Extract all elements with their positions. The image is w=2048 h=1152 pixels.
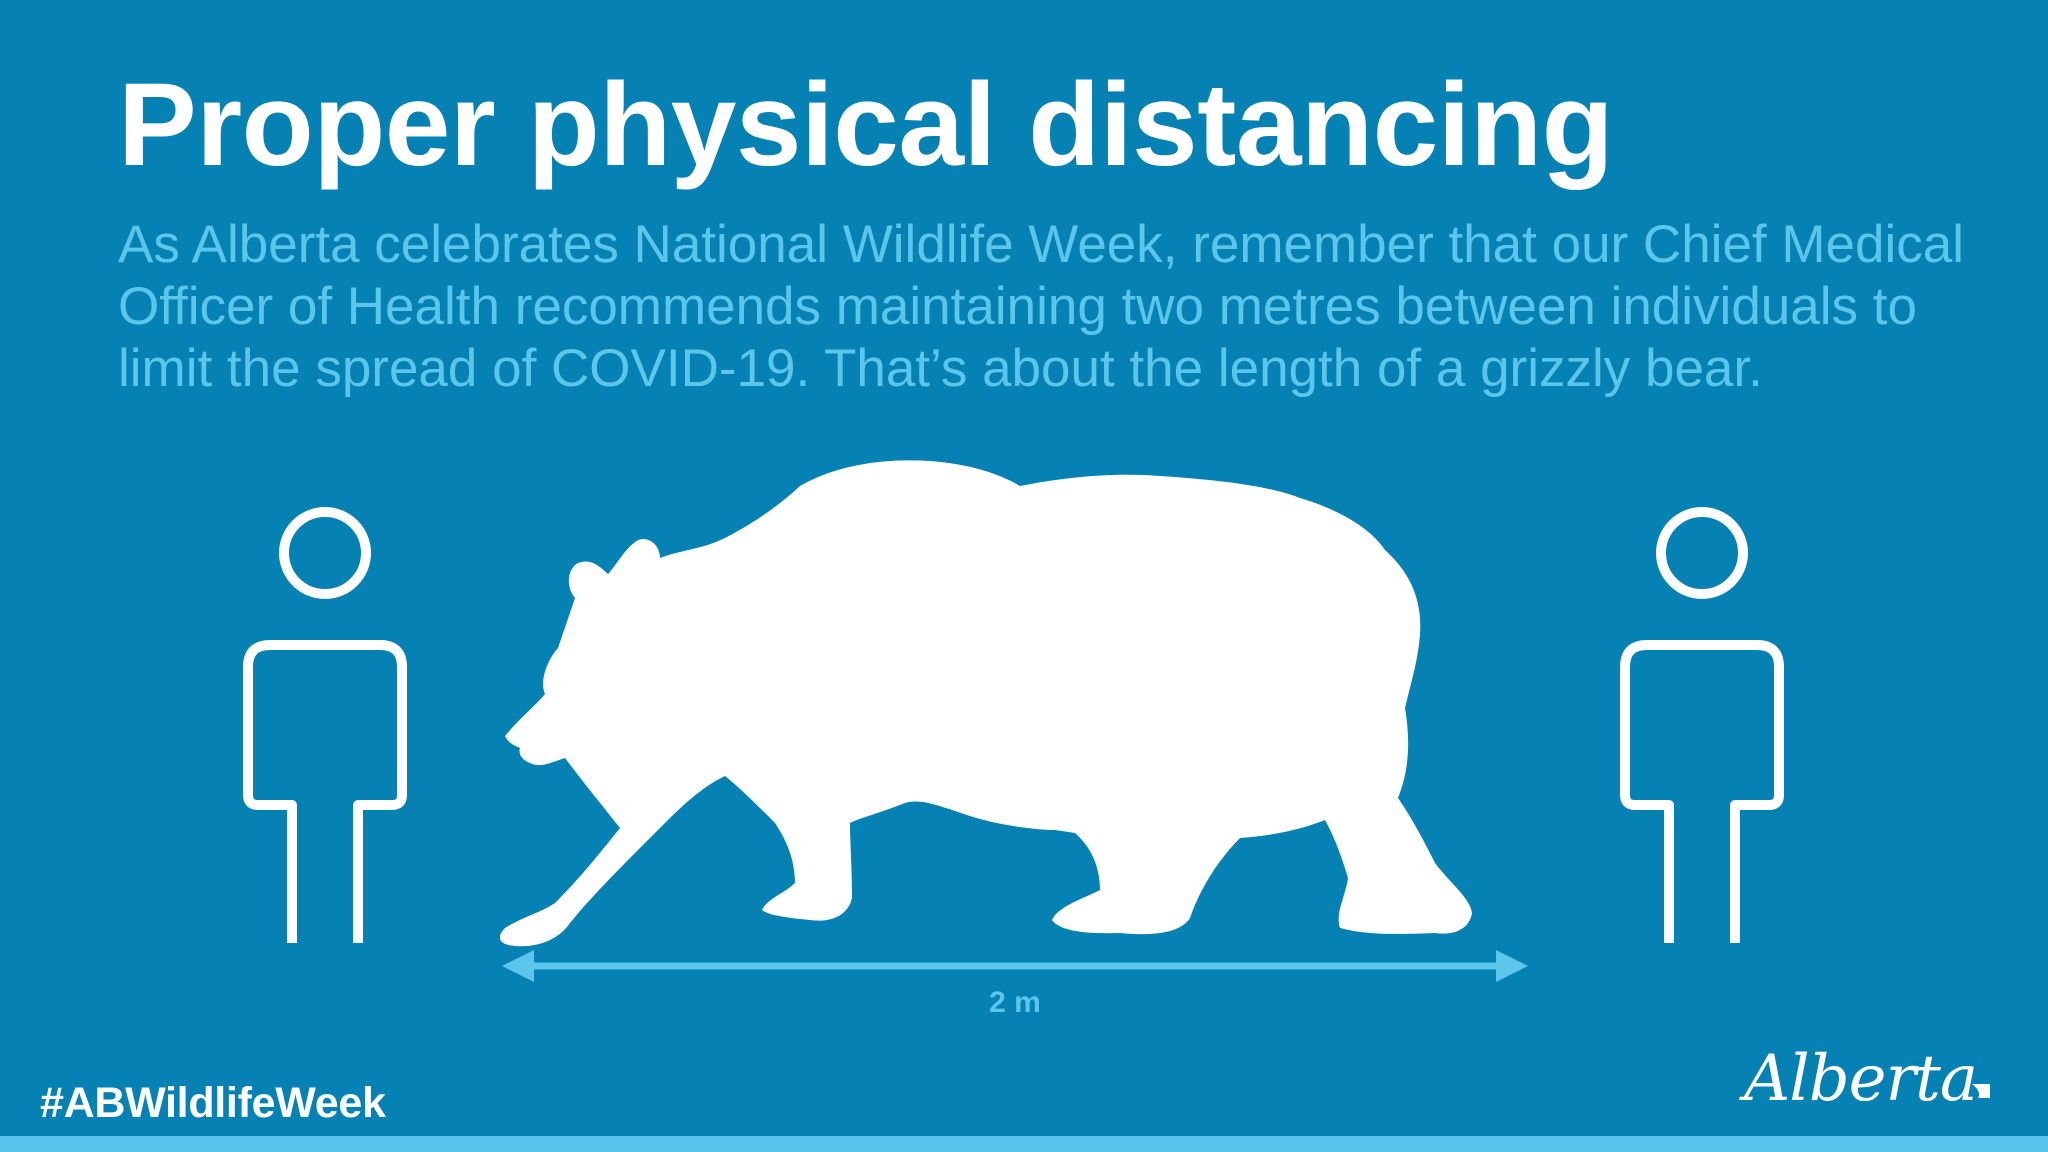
hashtag: #ABWildlifeWeek: [40, 1079, 386, 1127]
alberta-logo: Alberta: [1738, 1032, 2008, 1122]
headline: Proper physical distancing: [118, 59, 1614, 191]
svg-text:Alberta: Alberta: [1739, 1042, 1977, 1116]
body-paragraph: As Alberta celebrates National Wildlife …: [118, 215, 1964, 398]
grizzly-bear-icon: [500, 458, 1510, 950]
right-person-icon: [1617, 505, 1787, 945]
left-person-icon: [240, 505, 410, 945]
distance-arrow-icon: [502, 948, 1528, 984]
footer-band: [0, 1136, 2048, 1152]
distance-label: 2 m: [989, 986, 1041, 1019]
